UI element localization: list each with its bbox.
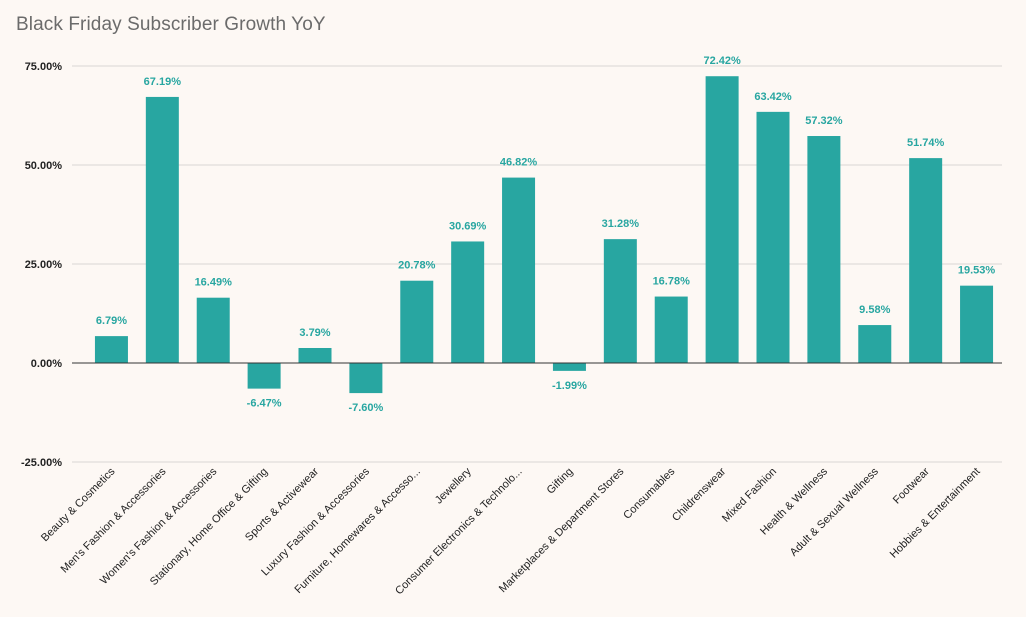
bar (349, 363, 383, 394)
y-tick-label: 25.00% (25, 259, 63, 271)
y-tick-label: 50.00% (25, 160, 63, 172)
y-tick-label: 75.00% (25, 61, 63, 73)
y-tick-label: -25.00% (21, 457, 62, 469)
bar (858, 325, 892, 363)
x-tick-label: Consumables (621, 465, 677, 521)
x-tick-label: Gifting (545, 466, 576, 497)
data-label: 19.53% (958, 265, 996, 277)
bar (756, 111, 790, 363)
data-label: -1.99% (552, 380, 587, 392)
data-label: 9.58% (859, 304, 890, 316)
data-label: 16.78% (653, 276, 691, 288)
chart-title: Black Friday Subscriber Growth YoY (16, 14, 326, 35)
bar (298, 347, 332, 363)
data-label: 30.69% (449, 220, 487, 232)
data-label: 63.42% (754, 91, 792, 103)
data-label: 67.19% (144, 76, 182, 88)
bar (94, 336, 128, 363)
x-tick-label: Adult & Sexual Wellness (788, 465, 881, 558)
data-label: 31.28% (602, 218, 640, 230)
x-tick-label: Footwear (891, 465, 932, 506)
x-tick-label: Luxury Fashion & Accessories (259, 465, 372, 578)
bar (960, 285, 994, 363)
data-label: 16.49% (195, 277, 233, 289)
bar (552, 363, 586, 371)
bar (502, 177, 536, 363)
bar (400, 280, 434, 363)
bar (247, 363, 281, 389)
data-label: 57.32% (805, 115, 843, 127)
x-tick-label: Hobbies & Entertainment (888, 466, 983, 561)
data-label: 72.42% (703, 55, 741, 67)
data-label: 3.79% (299, 327, 330, 339)
x-tick-label: Men's Fashion & Accessories (59, 465, 169, 575)
bar (145, 96, 179, 363)
bar (807, 136, 841, 363)
bar (603, 239, 637, 363)
bar (909, 158, 943, 363)
y-tick-label: 0.00% (31, 358, 62, 370)
data-label: 51.74% (907, 137, 945, 149)
bar (451, 241, 485, 363)
x-tick-label: Jewellery (433, 465, 474, 506)
data-label: 20.78% (398, 260, 436, 272)
data-label: -6.47% (247, 398, 282, 410)
bar (196, 297, 230, 363)
data-label: -7.60% (348, 402, 383, 414)
bar (654, 296, 688, 363)
data-label: 6.79% (96, 315, 127, 327)
bar (705, 76, 739, 363)
x-tick-label: Childrenswear (670, 465, 728, 523)
data-label: 46.82% (500, 157, 538, 169)
